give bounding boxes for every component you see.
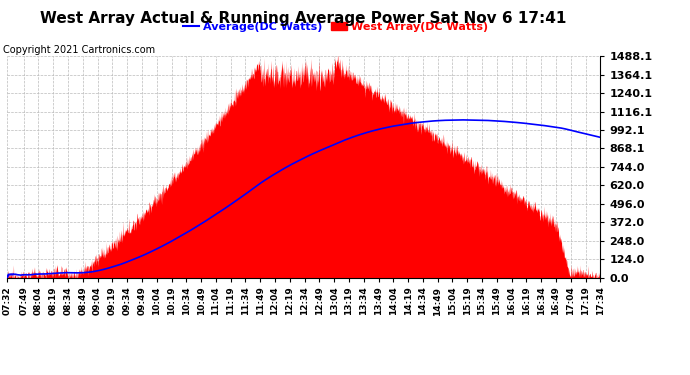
- Text: West Array Actual & Running Average Power Sat Nov 6 17:41: West Array Actual & Running Average Powe…: [41, 11, 566, 26]
- Text: Copyright 2021 Cartronics.com: Copyright 2021 Cartronics.com: [3, 45, 155, 55]
- Legend: Average(DC Watts), West Array(DC Watts): Average(DC Watts), West Array(DC Watts): [183, 22, 488, 32]
